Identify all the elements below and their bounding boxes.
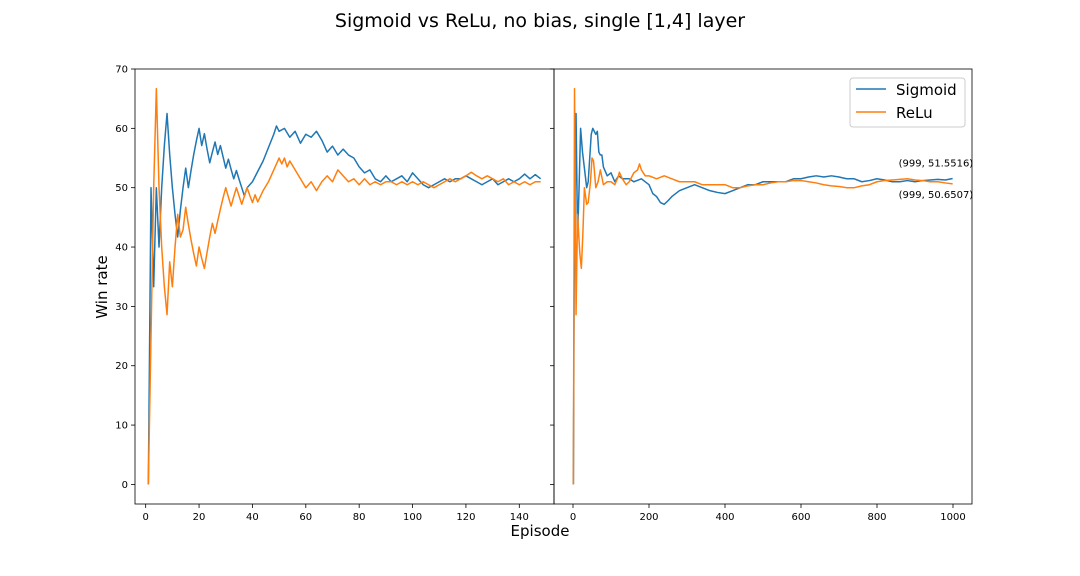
y-tick-label: 20: [115, 361, 128, 372]
series-line-relu-left: [147, 87, 541, 485]
legend-label-relu: ReLu: [896, 104, 933, 122]
x-axis-title: Episode: [511, 522, 570, 540]
y-axis-title: Win rate: [93, 255, 111, 318]
x-tick-label-left: 0: [142, 512, 148, 523]
series-line-sigmoid-left: [147, 112, 542, 485]
figure-title: Sigmoid vs ReLu, no bias, single [1,4] l…: [335, 10, 745, 32]
y-tick-label: 30: [115, 302, 128, 313]
axes-frame-right: [553, 68, 973, 505]
x-tick-label-left: 100: [403, 512, 422, 523]
y-tick-label: 40: [115, 243, 128, 254]
x-tick-label-left: 80: [353, 512, 366, 523]
x-tick-label-left: 60: [299, 512, 312, 523]
right-panel: 0 200 400 600 800 1000 (999, 51.5516) (999, 50.…: [550, 68, 974, 523]
x-tick-label-right: 0: [570, 512, 576, 523]
legend: Sigmoid ReLu: [849, 77, 966, 128]
y-tick-label: 70: [115, 65, 128, 76]
y-tick-label: 60: [115, 124, 128, 135]
x-tick-label-left: 140: [510, 512, 529, 523]
series-line-relu-right: [572, 87, 953, 485]
y-tick-label: 50: [115, 183, 128, 194]
x-tick-label-left: 120: [456, 512, 475, 523]
x-tick-label-right: 200: [639, 512, 658, 523]
point-annotation: (999, 51.5516): [899, 158, 974, 169]
y-tick-label: 0: [122, 480, 128, 491]
x-tick-label-right: 800: [867, 512, 886, 523]
legend-frame: [849, 77, 966, 128]
x-tick-label-right: 1000: [940, 512, 965, 523]
x-tick-label-right: 400: [715, 512, 734, 523]
series-line-sigmoid-right: [572, 112, 953, 485]
x-tick-label-left: 40: [246, 512, 259, 523]
legend-label-sigmoid: Sigmoid: [896, 81, 957, 99]
x-tick-label-left: 20: [193, 512, 206, 523]
point-annotation: (999, 50.6507): [899, 190, 974, 201]
y-tick-label: 10: [115, 421, 128, 432]
x-tick-label-right: 600: [791, 512, 810, 523]
left-panel: 0 20 40 60 80 100 120 140 0 10 20 30 40 50 60 70: [115, 65, 555, 523]
